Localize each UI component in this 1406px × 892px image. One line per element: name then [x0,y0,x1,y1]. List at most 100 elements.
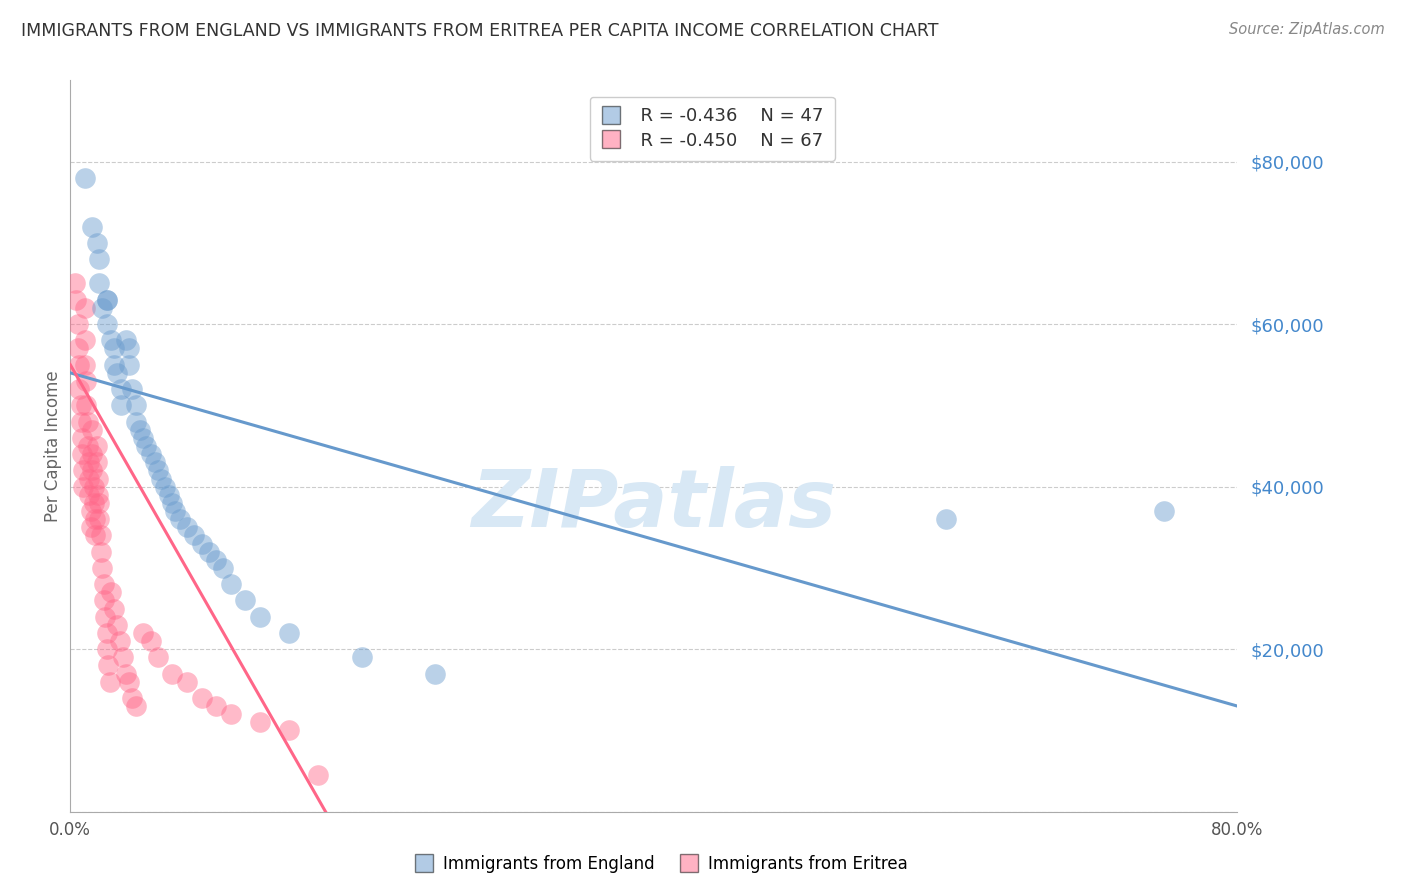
Point [73,334,96,348]
Point [77,471,100,485]
Point [93,593,115,607]
Point [73,358,96,372]
Point [86,439,108,453]
Point [118,674,141,689]
Point [84,512,107,526]
Legend:   R = -0.436    N = 47,   R = -0.450    N = 67: R = -0.436 N = 47, R = -0.450 N = 67 [589,96,835,161]
Point [108,634,131,648]
Point [67,382,90,396]
Point [118,342,141,356]
Point [91,561,114,575]
Point [89,277,111,291]
Point [146,650,169,665]
Point [82,423,104,437]
Point [423,666,446,681]
Point [352,650,374,665]
Point [249,715,271,730]
Point [77,488,100,502]
Point [219,707,242,722]
Point [1153,504,1175,518]
Point [105,617,128,632]
Point [198,544,221,558]
Point [97,658,120,673]
Point [83,496,105,510]
Point [103,342,125,356]
Point [90,544,112,558]
Point [110,382,132,396]
Point [205,553,228,567]
Point [219,577,242,591]
Point [146,463,169,477]
Point [125,398,148,412]
Point [75,374,97,388]
Point [111,650,134,665]
Point [190,690,212,705]
Point [82,463,104,477]
Point [307,768,329,782]
Point [110,398,132,412]
Point [183,528,205,542]
Point [83,480,105,494]
Point [72,463,94,477]
Point [76,439,98,453]
Point [82,219,104,234]
Point [176,520,198,534]
Point [96,642,118,657]
Text: IMMIGRANTS FROM ENGLAND VS IMMIGRANTS FROM ERITREA PER CAPITA INCOME CORRELATION: IMMIGRANTS FROM ENGLAND VS IMMIGRANTS FR… [21,22,939,40]
Point [100,334,122,348]
Point [162,666,184,681]
Point [77,455,100,469]
Point [86,235,108,250]
Point [139,447,162,461]
Point [165,504,187,518]
Point [176,674,198,689]
Point [76,415,98,429]
Point [86,455,108,469]
Point [139,634,162,648]
Point [105,366,128,380]
Point [70,447,93,461]
Point [103,358,125,372]
Point [93,577,115,591]
Point [96,626,118,640]
Point [118,358,141,372]
Point [82,447,104,461]
Point [121,690,143,705]
Point [205,699,228,714]
Point [103,601,125,615]
Point [278,626,301,640]
Point [98,674,121,689]
Point [65,293,87,307]
Point [212,561,235,575]
Point [69,398,91,412]
Legend: Immigrants from England, Immigrants from Eritrea: Immigrants from England, Immigrants from… [408,848,914,880]
Point [129,423,152,437]
Point [70,431,93,445]
Point [66,317,89,331]
Point [80,520,103,534]
Point [162,496,184,510]
Point [67,358,90,372]
Point [69,415,91,429]
Point [73,170,96,185]
Text: Source: ZipAtlas.com: Source: ZipAtlas.com [1229,22,1385,37]
Point [90,528,112,542]
Point [125,699,148,714]
Point [934,512,956,526]
Point [149,471,172,485]
Point [75,398,97,412]
Point [114,666,136,681]
Point [72,480,94,494]
Point [89,496,111,510]
Point [84,528,107,542]
Point [132,626,155,640]
Point [94,609,117,624]
Point [87,488,110,502]
Y-axis label: Per Capita Income: Per Capita Income [44,370,62,522]
Point [153,480,176,494]
Point [87,471,110,485]
Point [91,301,114,315]
Point [63,277,86,291]
Point [169,512,191,526]
Point [66,342,89,356]
